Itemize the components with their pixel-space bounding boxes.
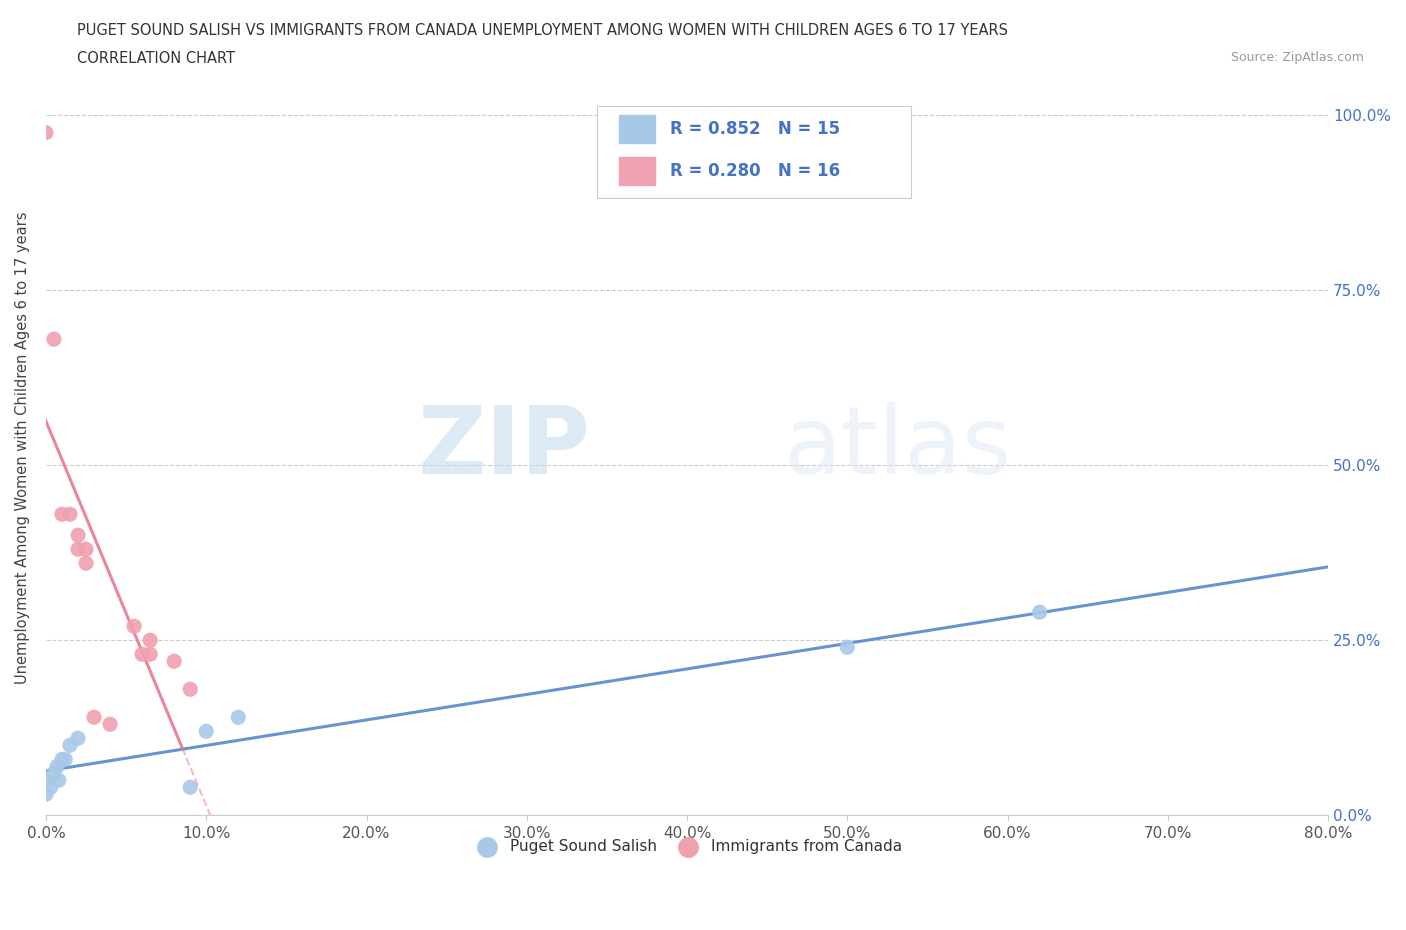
- Point: [39, 780, 62, 795]
- Point: [179, 780, 201, 795]
- Point: [59, 737, 82, 752]
- Point: [66, 542, 89, 557]
- Point: [46, 759, 69, 774]
- Point: [83, 710, 105, 724]
- Point: [837, 640, 859, 655]
- Point: [48, 773, 70, 788]
- Y-axis label: Unemployment Among Women with Children Ages 6 to 17 years: Unemployment Among Women with Children A…: [15, 211, 30, 684]
- Point: [42, 765, 65, 780]
- FancyBboxPatch shape: [598, 106, 911, 198]
- Point: [35, 126, 58, 140]
- Text: CORRELATION CHART: CORRELATION CHART: [77, 51, 235, 66]
- Point: [75, 542, 97, 557]
- Point: [42, 332, 65, 347]
- Bar: [619, 114, 655, 142]
- Text: R = 0.852   N = 15: R = 0.852 N = 15: [671, 120, 841, 138]
- Text: PUGET SOUND SALISH VS IMMIGRANTS FROM CANADA UNEMPLOYMENT AMONG WOMEN WITH CHILD: PUGET SOUND SALISH VS IMMIGRANTS FROM CA…: [77, 23, 1008, 38]
- Point: [1028, 604, 1050, 619]
- Point: [179, 682, 201, 697]
- Point: [75, 556, 97, 571]
- Text: Source: ZipAtlas.com: Source: ZipAtlas.com: [1230, 51, 1364, 64]
- Point: [139, 646, 162, 661]
- Point: [98, 717, 121, 732]
- Point: [51, 751, 73, 766]
- Point: [122, 618, 145, 633]
- Point: [139, 632, 162, 647]
- Point: [53, 751, 76, 766]
- Text: ZIP: ZIP: [418, 402, 591, 494]
- Point: [195, 724, 218, 738]
- Text: atlas: atlas: [783, 402, 1011, 494]
- Legend: Puget Sound Salish, Immigrants from Canada: Puget Sound Salish, Immigrants from Cana…: [465, 833, 908, 860]
- Text: R = 0.280   N = 16: R = 0.280 N = 16: [671, 162, 841, 180]
- Point: [66, 731, 89, 746]
- Point: [226, 710, 249, 724]
- Bar: [619, 157, 655, 185]
- Point: [35, 787, 58, 802]
- Point: [163, 654, 186, 669]
- Point: [35, 773, 58, 788]
- Point: [66, 527, 89, 542]
- Point: [131, 646, 153, 661]
- Point: [51, 507, 73, 522]
- Point: [59, 507, 82, 522]
